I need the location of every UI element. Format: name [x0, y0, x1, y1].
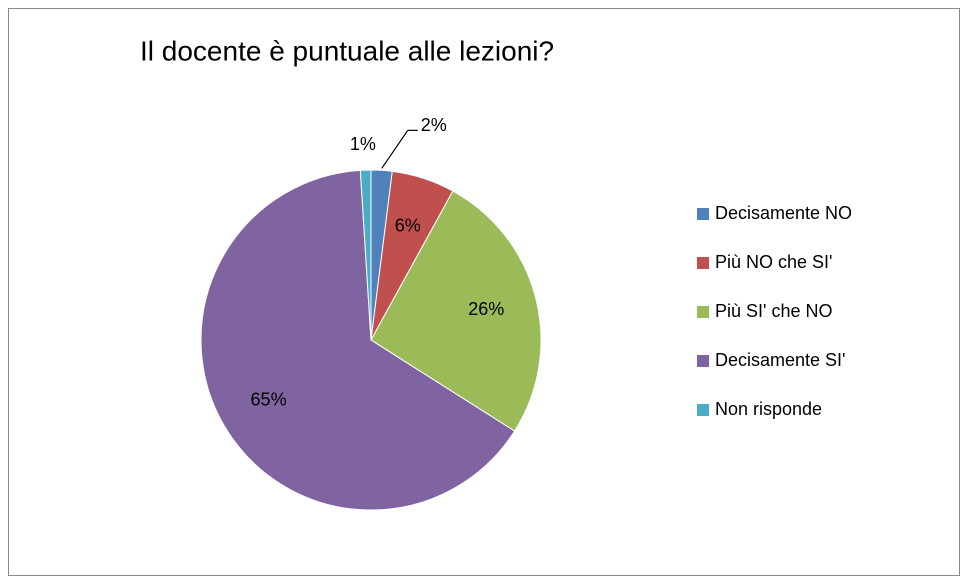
legend-swatch — [697, 355, 709, 367]
legend-label: Non risponde — [715, 399, 822, 419]
data-label: 6% — [395, 216, 421, 236]
pie-slice — [359, 169, 372, 341]
legend-label: Decisamente SI' — [715, 350, 846, 370]
legend-label: Più NO che SI' — [715, 252, 832, 272]
legend-swatch — [697, 306, 709, 318]
data-label: 26% — [468, 299, 504, 319]
legend-swatch — [697, 208, 709, 220]
pie-slice — [200, 169, 516, 511]
legend-swatch — [697, 257, 709, 269]
legend-swatch — [697, 404, 709, 416]
data-label: 2% — [421, 115, 447, 135]
chart-title: Il docente è puntuale alle lezioni? — [140, 35, 554, 66]
legend-label: Più SI' che NO — [715, 301, 832, 321]
data-label: 1% — [350, 134, 376, 154]
data-label: 65% — [251, 389, 287, 409]
pie-slice — [370, 190, 542, 432]
leader-line — [381, 130, 409, 169]
legend-label: Decisamente NO — [715, 203, 852, 223]
